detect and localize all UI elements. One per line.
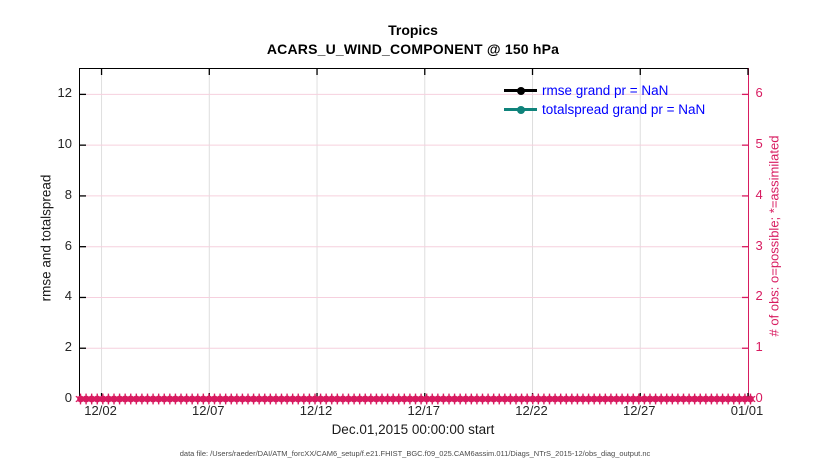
legend-row-rmse: rmse grand pr = NaN	[504, 81, 705, 100]
legend-label-rmse: rmse grand pr = NaN	[542, 83, 669, 98]
x-axis-label: Dec.01,2015 00:00:00 start	[331, 422, 495, 437]
rmse-line-marker-icon	[504, 86, 537, 95]
y-axis-label-right: # of obs: o=possible; *=assimilated	[766, 135, 782, 337]
y-tick-label-left: 2	[64, 339, 72, 355]
y-tick-label-left: 4	[64, 288, 72, 304]
legend-label-totalspread: totalspread grand pr = NaN	[542, 102, 706, 117]
y-tick-label-left: 6	[64, 237, 72, 253]
y-tick-label-left: 12	[57, 85, 72, 101]
plot-area: rmse grand pr = NaN totalspread grand pr…	[75, 68, 756, 405]
x-tick-label: 12/07	[192, 403, 225, 418]
plot-subtitle: ACARS_U_WIND_COMPONENT @ 150 hPa	[266, 41, 560, 57]
y-tick-label-left: 0	[64, 390, 72, 405]
data-file-path: data file: /Users/raeder/DAI/ATM_forcXX/…	[179, 449, 651, 458]
x-tick-label: 01/01	[730, 403, 764, 418]
x-tick-label: 12/27	[622, 403, 656, 418]
y-tick-label-right: 3	[755, 237, 763, 253]
totalspread-dot-icon	[516, 105, 525, 114]
x-tick-label: 12/12	[299, 403, 333, 418]
y-tick-label-left: 10	[57, 136, 72, 152]
y-tick-label-left: 8	[64, 186, 72, 202]
totalspread-line-marker-icon	[504, 105, 537, 114]
rmse-dot-icon	[516, 86, 525, 95]
x-tick-label: 12/22	[515, 403, 548, 418]
y-tick-label-right: 6	[755, 85, 763, 101]
y-tick-label-right: 1	[755, 339, 763, 355]
y-tick-label-right: 0	[755, 390, 763, 405]
y-tick-label-right: 5	[755, 136, 763, 152]
plot-canvas	[75, 69, 756, 405]
x-tick-label: 12/17	[407, 403, 441, 418]
plot-title: Tropics	[388, 22, 438, 38]
legend: rmse grand pr = NaN totalspread grand pr…	[504, 81, 705, 119]
y-tick-label-right: 2	[755, 288, 763, 304]
legend-row-totalspread: totalspread grand pr = NaN	[504, 100, 705, 119]
x-tick-label: 12/02	[84, 403, 117, 418]
y-tick-label-right: 4	[755, 186, 763, 202]
